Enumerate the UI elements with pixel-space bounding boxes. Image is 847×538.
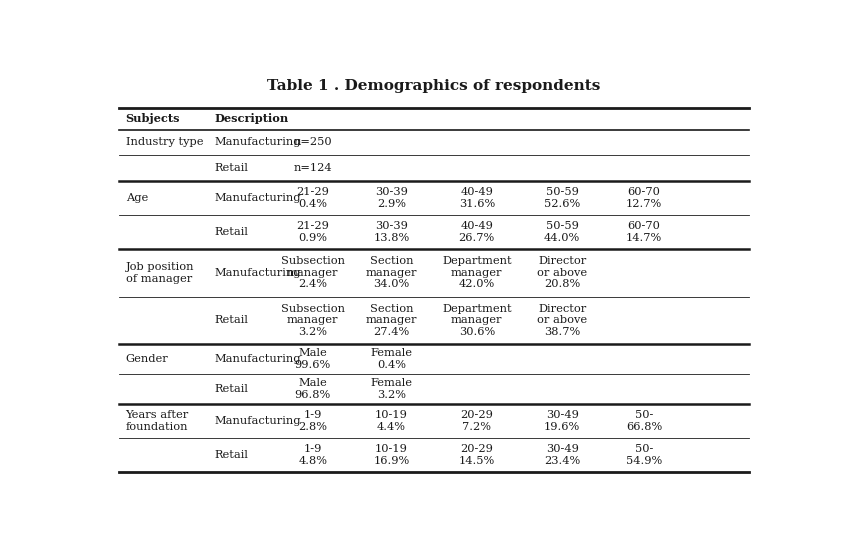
- Text: Manufacturing: Manufacturing: [214, 193, 301, 203]
- Text: Female
3.2%: Female 3.2%: [370, 378, 412, 400]
- Text: Manufacturing: Manufacturing: [214, 137, 301, 147]
- Text: 30-39
13.8%: 30-39 13.8%: [374, 221, 410, 243]
- Text: 40-49
26.7%: 40-49 26.7%: [458, 221, 495, 243]
- Text: Job position
of manager: Job position of manager: [125, 262, 194, 284]
- Text: Female
0.4%: Female 0.4%: [370, 348, 412, 370]
- Text: Section
manager
27.4%: Section manager 27.4%: [366, 304, 418, 337]
- Text: Retail: Retail: [214, 227, 248, 237]
- Text: Retail: Retail: [214, 315, 248, 325]
- Text: Description: Description: [214, 114, 289, 124]
- Text: Manufacturing: Manufacturing: [214, 268, 301, 278]
- Text: Director
or above
38.7%: Director or above 38.7%: [537, 304, 587, 337]
- Text: Industry type: Industry type: [125, 137, 203, 147]
- Text: Manufacturing: Manufacturing: [214, 354, 301, 364]
- Text: Director
or above
20.8%: Director or above 20.8%: [537, 256, 587, 289]
- Text: Department
manager
42.0%: Department manager 42.0%: [442, 256, 512, 289]
- Text: Male
99.6%: Male 99.6%: [295, 348, 331, 370]
- Text: Retail: Retail: [214, 450, 248, 460]
- Text: Department
manager
30.6%: Department manager 30.6%: [442, 304, 512, 337]
- Text: 30-49
23.4%: 30-49 23.4%: [544, 444, 580, 465]
- Text: Male
96.8%: Male 96.8%: [295, 378, 331, 400]
- Text: 1-9
4.8%: 1-9 4.8%: [298, 444, 327, 465]
- Text: 60-70
14.7%: 60-70 14.7%: [626, 221, 662, 243]
- Text: 40-49
31.6%: 40-49 31.6%: [458, 187, 495, 209]
- Text: Years after
foundation: Years after foundation: [125, 410, 189, 431]
- Text: 50-
66.8%: 50- 66.8%: [626, 410, 662, 431]
- Text: Retail: Retail: [214, 384, 248, 394]
- Text: 60-70
12.7%: 60-70 12.7%: [626, 187, 662, 209]
- Text: Manufacturing: Manufacturing: [214, 416, 301, 426]
- Text: 20-29
14.5%: 20-29 14.5%: [458, 444, 495, 465]
- Text: 10-19
4.4%: 10-19 4.4%: [375, 410, 408, 431]
- Text: Subsection
manager
2.4%: Subsection manager 2.4%: [280, 256, 345, 289]
- Text: 21-29
0.4%: 21-29 0.4%: [296, 187, 329, 209]
- Text: Subsection
manager
3.2%: Subsection manager 3.2%: [280, 304, 345, 337]
- Text: Section
manager
34.0%: Section manager 34.0%: [366, 256, 418, 289]
- Text: 30-49
19.6%: 30-49 19.6%: [544, 410, 580, 431]
- Text: n=124: n=124: [293, 163, 332, 173]
- Text: 50-
54.9%: 50- 54.9%: [626, 444, 662, 465]
- Text: 10-19
16.9%: 10-19 16.9%: [374, 444, 410, 465]
- Text: 1-9
2.8%: 1-9 2.8%: [298, 410, 327, 431]
- Text: 20-29
7.2%: 20-29 7.2%: [460, 410, 493, 431]
- Text: Gender: Gender: [125, 354, 169, 364]
- Text: Retail: Retail: [214, 163, 248, 173]
- Text: 50-59
44.0%: 50-59 44.0%: [544, 221, 580, 243]
- Text: 30-39
2.9%: 30-39 2.9%: [375, 187, 408, 209]
- Text: n=250: n=250: [293, 137, 332, 147]
- Text: Table 1 . Demographics of respondents: Table 1 . Demographics of respondents: [268, 79, 601, 93]
- Text: Age: Age: [125, 193, 148, 203]
- Text: 21-29
0.9%: 21-29 0.9%: [296, 221, 329, 243]
- Text: Subjects: Subjects: [125, 114, 180, 124]
- Text: 50-59
52.6%: 50-59 52.6%: [544, 187, 580, 209]
